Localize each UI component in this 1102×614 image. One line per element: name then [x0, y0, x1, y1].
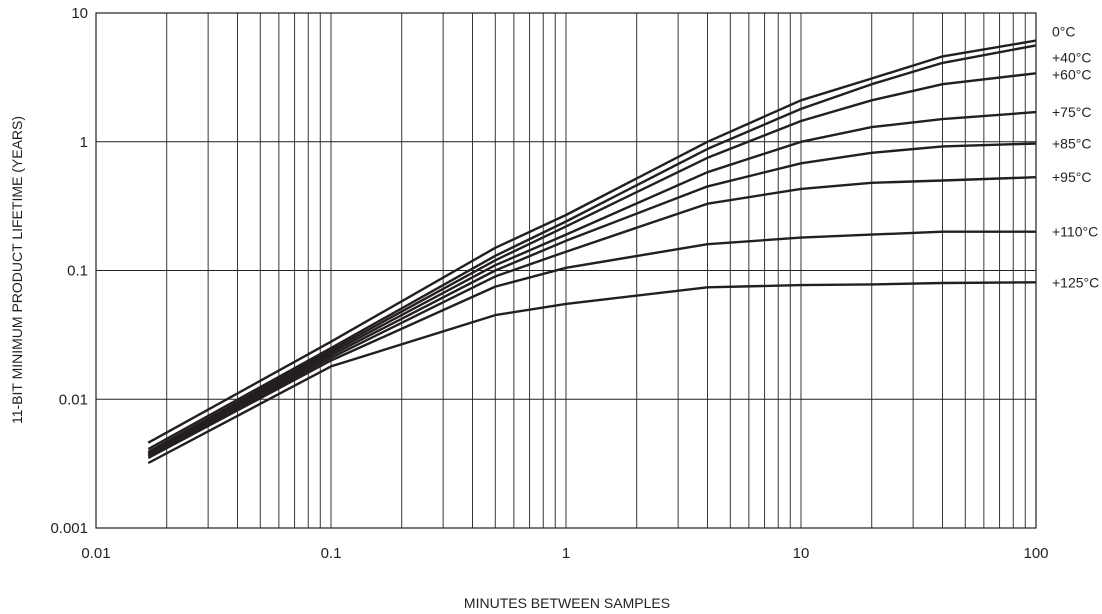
series-label: +75°C [1052, 104, 1091, 120]
y-axis-title: 11-BIT MINIMUM PRODUCT LIFETIME (YEARS) [9, 116, 25, 424]
tick-labels: 0.01 0.1 1 10 100 0.001 0.01 0.1 1 10 [50, 5, 1048, 562]
series-label: +110°C [1052, 224, 1098, 240]
series-label: +85°C [1052, 135, 1091, 151]
y-tick-label: 0.1 [67, 263, 88, 280]
series-labels: 0°C +40°C+60°C +75°C +85°C +95°C +110°C +125°C [1052, 24, 1099, 291]
x-tick-label: 1 [562, 545, 570, 562]
series-line [147, 110, 1037, 455]
series-label: 0°C [1052, 24, 1076, 40]
series-label: +60°C [1052, 67, 1091, 83]
x-tick-label: 10 [793, 545, 810, 562]
y-tick-label: 0.001 [50, 520, 88, 537]
series-line [147, 230, 1036, 460]
series-line [147, 142, 1037, 456]
x-axis-title: MINUTES BETWEEN SAMPLES [464, 595, 670, 611]
plot-frame [95, 12, 1037, 529]
y-tick-label: 10 [71, 5, 88, 22]
x-tick-label: 100 [1023, 545, 1048, 562]
series-line [147, 176, 1037, 458]
series-line [147, 39, 1037, 444]
series-label: +95°C [1052, 169, 1091, 185]
series-lines [147, 39, 1037, 465]
series-line [147, 72, 1037, 453]
series-label: +40°C [1052, 50, 1091, 66]
grid [96, 13, 1036, 528]
series-line [147, 44, 1037, 451]
y-tick-label: 0.01 [59, 391, 88, 408]
series-label: +125°C [1052, 274, 1099, 290]
x-tick-label: 0.01 [81, 545, 110, 562]
series-line [147, 281, 1037, 465]
y-tick-label: 1 [80, 134, 88, 151]
x-tick-label: 0.1 [321, 545, 342, 562]
